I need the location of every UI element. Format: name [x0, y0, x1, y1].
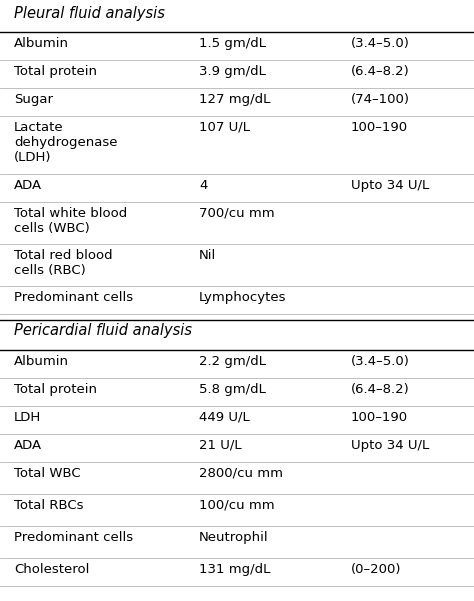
- Text: LDH: LDH: [14, 411, 41, 424]
- Text: 5.8 gm/dL: 5.8 gm/dL: [199, 383, 266, 396]
- Text: 4: 4: [199, 179, 208, 192]
- Text: Total RBCs: Total RBCs: [14, 499, 84, 512]
- Text: Albumin: Albumin: [14, 37, 69, 50]
- Text: 131 mg/dL: 131 mg/dL: [199, 563, 271, 576]
- Text: (3.4–5.0): (3.4–5.0): [351, 37, 410, 50]
- Text: Total protein: Total protein: [14, 65, 97, 78]
- Text: 21 U/L: 21 U/L: [199, 439, 242, 452]
- Text: Neutrophil: Neutrophil: [199, 531, 269, 544]
- Text: 127 mg/dL: 127 mg/dL: [199, 93, 271, 106]
- Text: ADA: ADA: [14, 439, 42, 452]
- Text: Pericardial fluid analysis: Pericardial fluid analysis: [14, 323, 192, 338]
- Text: 107 U/L: 107 U/L: [199, 121, 250, 134]
- Text: Total WBC: Total WBC: [14, 467, 81, 480]
- Text: Lactate
dehydrogenase
(LDH): Lactate dehydrogenase (LDH): [14, 121, 118, 164]
- Text: 3.9 gm/dL: 3.9 gm/dL: [199, 65, 266, 78]
- Text: Cholesterol: Cholesterol: [14, 563, 90, 576]
- Text: (6.4–8.2): (6.4–8.2): [351, 383, 410, 396]
- Text: (0–200): (0–200): [351, 563, 401, 576]
- Text: 2800/cu mm: 2800/cu mm: [199, 467, 283, 480]
- Text: (6.4–8.2): (6.4–8.2): [351, 65, 410, 78]
- Text: Predominant cells: Predominant cells: [14, 531, 133, 544]
- Text: Albumin: Albumin: [14, 355, 69, 368]
- Text: 1.5 gm/dL: 1.5 gm/dL: [199, 37, 266, 50]
- Text: Total protein: Total protein: [14, 383, 97, 396]
- Text: (3.4–5.0): (3.4–5.0): [351, 355, 410, 368]
- Text: Pleural fluid analysis: Pleural fluid analysis: [14, 6, 165, 21]
- Text: Nil: Nil: [199, 249, 216, 262]
- Text: 100/cu mm: 100/cu mm: [199, 499, 275, 512]
- Text: 100–190: 100–190: [351, 121, 408, 134]
- Text: 100–190: 100–190: [351, 411, 408, 424]
- Text: Upto 34 U/L: Upto 34 U/L: [351, 439, 429, 452]
- Text: 2.2 gm/dL: 2.2 gm/dL: [199, 355, 266, 368]
- Text: Upto 34 U/L: Upto 34 U/L: [351, 179, 429, 192]
- Text: 700/cu mm: 700/cu mm: [199, 207, 275, 220]
- Text: Sugar: Sugar: [14, 93, 53, 106]
- Text: Total white blood
cells (WBC): Total white blood cells (WBC): [14, 207, 128, 235]
- Text: (74–100): (74–100): [351, 93, 410, 106]
- Text: Total red blood
cells (RBC): Total red blood cells (RBC): [14, 249, 113, 277]
- Text: 449 U/L: 449 U/L: [199, 411, 250, 424]
- Text: Predominant cells: Predominant cells: [14, 291, 133, 304]
- Text: ADA: ADA: [14, 179, 42, 192]
- Text: Lymphocytes: Lymphocytes: [199, 291, 287, 304]
